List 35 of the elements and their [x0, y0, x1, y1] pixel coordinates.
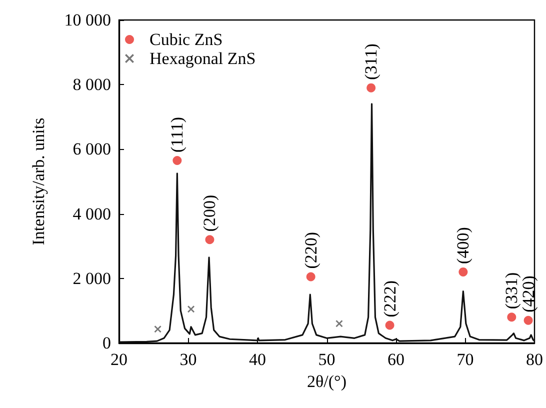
x-tick-label: 30 — [180, 350, 197, 369]
point — [366, 83, 376, 92]
x-tick-label: 50 — [318, 350, 336, 369]
y-tick-label: 6 000 — [72, 140, 111, 159]
point — [507, 312, 516, 322]
point — [172, 156, 182, 165]
annotation: (331) — [502, 272, 522, 310]
y-tick-label: 2 000 — [72, 268, 111, 288]
x-tick-label: 40 — [249, 350, 266, 369]
y-tick-label: 8 000 — [72, 75, 111, 94]
x-tick-label: 20 — [110, 350, 128, 369]
annotation: (220) — [301, 232, 320, 269]
x-axis-title: 2θ/(°) — [307, 372, 346, 391]
point — [306, 272, 316, 282]
point — [205, 235, 214, 244]
y-tick-label: 4 000 — [72, 204, 111, 224]
x-tick-label: 60 — [388, 350, 404, 369]
y-tick-label: 0 — [102, 334, 111, 352]
legend-label: Cubic ZnS — [150, 30, 223, 49]
annotation: (400) — [454, 227, 473, 264]
y-tick-label: 10 000 — [64, 10, 111, 30]
legend-label: Hexagonal ZnS — [150, 49, 256, 68]
point — [154, 326, 162, 333]
point — [188, 306, 195, 313]
point — [336, 320, 343, 328]
annotation: (200) — [200, 194, 220, 232]
point — [458, 267, 468, 276]
point — [385, 320, 394, 330]
annotation: (111) — [168, 116, 187, 153]
annotation: (222) — [380, 280, 400, 318]
x-tick-label: 70 — [456, 350, 474, 369]
y-axis-title: Intensity/arb. units — [29, 118, 48, 246]
annotation: (311) — [362, 44, 381, 80]
x-tick-label: 80 — [526, 350, 543, 369]
point — [524, 316, 533, 325]
